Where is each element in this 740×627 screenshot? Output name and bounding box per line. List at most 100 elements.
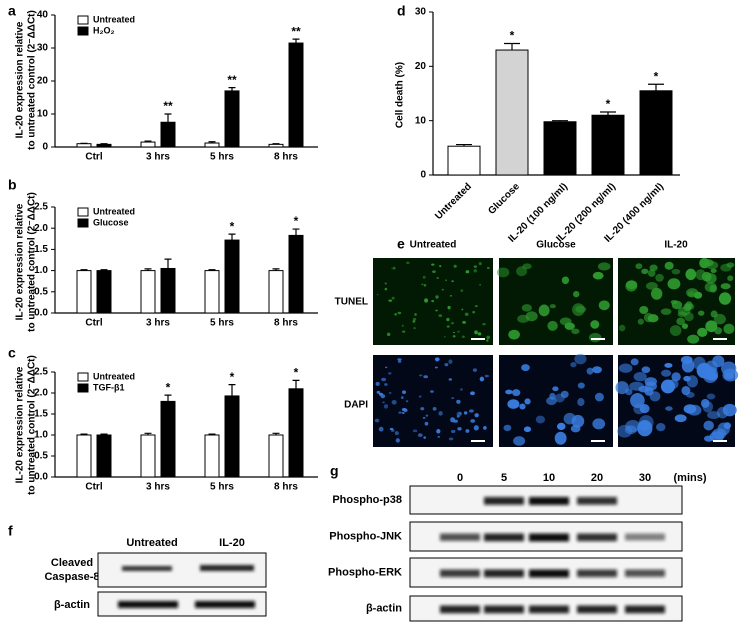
cell (682, 359, 695, 372)
cell (573, 291, 579, 297)
cell (431, 264, 434, 266)
cell (711, 269, 717, 273)
cell (555, 394, 565, 403)
bar (77, 144, 91, 147)
significance: ** (163, 99, 173, 113)
cell (395, 431, 399, 435)
bar (141, 271, 155, 313)
cell (388, 300, 392, 302)
row-label: Caspase-8 (44, 571, 99, 583)
cell (522, 304, 532, 311)
bar (225, 240, 239, 313)
cell (389, 392, 392, 394)
cell (402, 390, 406, 394)
y-tick-label: 1.5 (34, 244, 48, 255)
cell (420, 407, 424, 410)
cell (392, 297, 395, 300)
cell (459, 412, 463, 415)
x-tick-label: 3 hrs (146, 318, 170, 329)
cell (431, 300, 434, 302)
cell (413, 327, 416, 329)
micrographs (373, 258, 738, 447)
cell (710, 285, 717, 293)
bar (205, 143, 219, 147)
cell (593, 272, 604, 280)
row-label: β-actin (366, 602, 402, 614)
cell (694, 292, 702, 299)
cell (436, 277, 438, 279)
row-label: Cleaved (51, 557, 93, 569)
cell (552, 386, 558, 391)
cell (396, 438, 400, 442)
cell (723, 324, 734, 334)
row-label: Phospho-p38 (332, 494, 402, 506)
cell (482, 323, 485, 325)
legend-swatch (78, 373, 88, 381)
cell (719, 292, 731, 304)
bar (640, 91, 672, 175)
x-tick-label: 8 hrs (274, 152, 298, 163)
row-label: β-actin (54, 599, 90, 611)
bar (225, 91, 239, 147)
cell (451, 397, 454, 399)
row-label: Phospho-ERK (328, 566, 402, 578)
y-tick-label: 2.0 (34, 223, 48, 234)
cell (508, 330, 520, 340)
panel-label: b (8, 177, 17, 193)
cell (442, 289, 444, 291)
band (625, 534, 665, 541)
column-label: Untreated (410, 240, 457, 251)
bar (289, 235, 303, 313)
y-axis-label: IL-20 expression relative (15, 203, 26, 320)
cell (402, 331, 405, 333)
cell (418, 433, 423, 437)
cell (435, 359, 438, 362)
band (577, 497, 617, 505)
bar (448, 146, 480, 175)
cell (432, 270, 436, 273)
band (529, 570, 569, 578)
cell (474, 413, 478, 417)
significance: ** (227, 73, 237, 87)
bar (269, 271, 283, 313)
cell (522, 263, 531, 269)
cell (707, 394, 716, 400)
y-tick-label: 0.0 (34, 472, 48, 483)
cell (375, 419, 380, 423)
cell (536, 416, 545, 424)
cell (456, 400, 461, 404)
significance: * (230, 219, 235, 233)
bar (141, 142, 155, 147)
error-bar (293, 39, 300, 43)
y-tick-label: 2.5 (34, 367, 48, 378)
band (577, 534, 617, 542)
error-bar (101, 144, 108, 145)
bar (161, 122, 175, 147)
cell (701, 399, 710, 408)
cell (424, 284, 426, 287)
band (577, 606, 617, 614)
cell (447, 306, 450, 309)
cell (505, 390, 512, 395)
column-label: Untreated (126, 537, 177, 549)
cell (457, 427, 461, 430)
y-tick-label: 10 (415, 115, 427, 126)
cell (512, 389, 520, 396)
error-bar (165, 395, 172, 401)
significance: * (166, 380, 171, 394)
cell (697, 328, 707, 337)
panel-label: d (397, 3, 406, 19)
bar (269, 144, 283, 147)
cell (646, 282, 658, 290)
cell (449, 438, 454, 441)
time-label: 20 (591, 472, 603, 484)
time-label: 5 (501, 472, 507, 484)
cell (480, 377, 484, 382)
band (529, 606, 569, 614)
cell (687, 335, 699, 344)
legend-swatch (78, 27, 88, 35)
legend-swatch (78, 384, 88, 392)
y-tick-label: 20 (415, 61, 427, 72)
cell (519, 404, 525, 410)
cell (449, 378, 452, 380)
